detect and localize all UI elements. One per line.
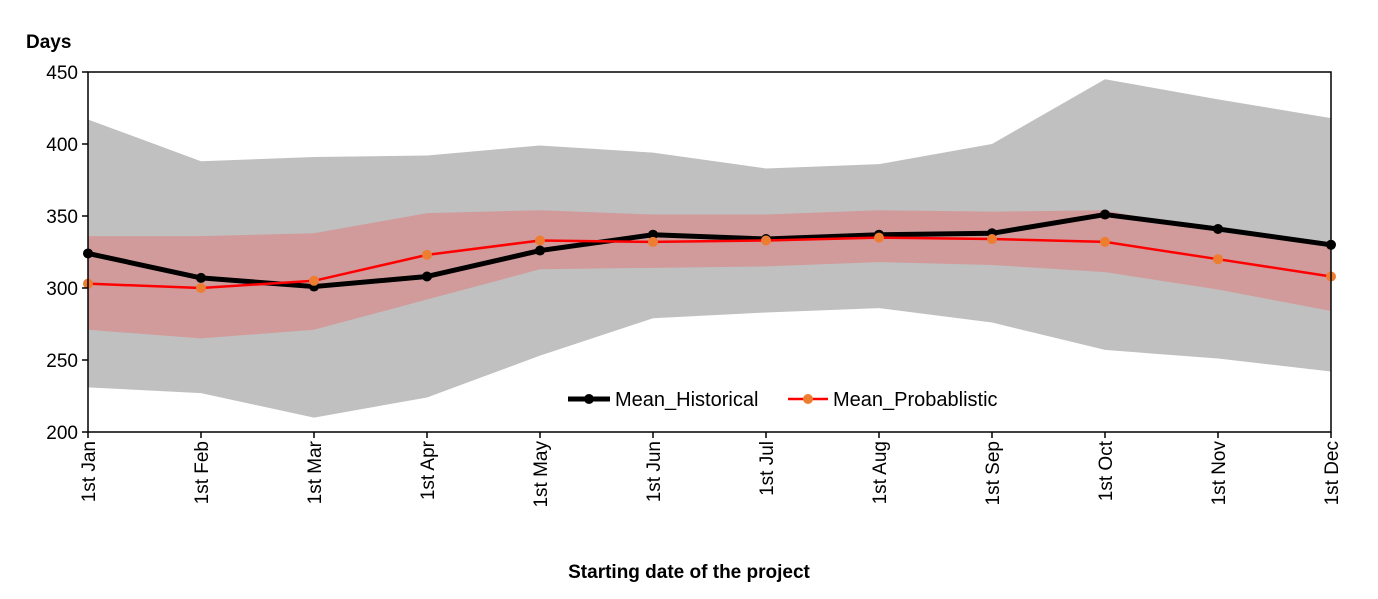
y-axis-title: Days xyxy=(26,32,71,53)
x-axis: 1st Jan 1st Feb 1st Mar 1st Apr 1st May 1st J… xyxy=(79,432,1343,508)
series-lines xyxy=(83,209,1336,293)
series-line-mean-historical xyxy=(87,212,1332,290)
point-mean-probablistic-9 xyxy=(1100,236,1110,247)
x-tick-label-4: 1st May xyxy=(531,441,552,508)
x-tick-label-1: 1st Feb xyxy=(192,441,213,504)
plot-frame xyxy=(87,71,1332,433)
y-tick-label-450: 450 xyxy=(46,63,78,84)
x-tick-label-3: 1st Apr xyxy=(418,440,439,500)
point-mean-probablistic-2 xyxy=(309,275,319,286)
legend-marker-probablistic xyxy=(803,394,813,404)
y-tick-label-250: 250 xyxy=(46,351,78,372)
legend-label-historical: Mean_Historical xyxy=(615,389,758,411)
point-mean-probablistic-5 xyxy=(648,236,658,247)
y-tick-label-400: 400 xyxy=(46,135,78,156)
x-tick-label-0: 1st Jan xyxy=(79,441,100,502)
band-1 xyxy=(88,210,1331,339)
point-mean-probablistic-7 xyxy=(874,232,884,243)
point-mean-probablistic-3 xyxy=(422,249,432,260)
x-axis-title: Starting date of the project xyxy=(568,562,810,583)
y-tick-label-300: 300 xyxy=(46,279,78,300)
point-mean-probablistic-8 xyxy=(987,234,997,245)
y-tick-label-200: 200 xyxy=(46,423,78,444)
point-mean-historical-9 xyxy=(1100,209,1110,220)
x-tick-label-9: 1st Oct xyxy=(1096,440,1117,501)
point-mean-probablistic-6 xyxy=(761,235,771,246)
point-mean-probablistic-4 xyxy=(535,235,545,246)
point-mean-probablistic-1 xyxy=(196,283,206,293)
x-tick-label-10: 1st Nov xyxy=(1209,441,1230,506)
legend-label-probablistic: Mean_Probablistic xyxy=(833,389,998,411)
point-mean-historical-10 xyxy=(1213,223,1223,234)
x-tick-label-6: 1st Jul xyxy=(757,441,778,496)
point-mean-probablistic-10 xyxy=(1213,254,1223,265)
point-mean-historical-5 xyxy=(648,229,658,240)
x-tick-label-11: 1st Dec xyxy=(1322,441,1343,505)
point-mean-historical-3 xyxy=(422,271,432,282)
x-tick-label-2: 1st Mar xyxy=(305,440,326,504)
x-tick-label-7: 1st Aug xyxy=(870,441,891,504)
y-axis: 200 250 300 350 400 450 xyxy=(46,63,88,444)
legend: Mean_Historical Mean_Probablistic xyxy=(568,389,998,411)
series-line-mean-probablistic xyxy=(87,236,1332,290)
x-tick-label-5: 1st Jun xyxy=(644,441,665,502)
y-tick-label-350: 350 xyxy=(46,207,78,228)
confidence-bands xyxy=(88,79,1331,418)
point-mean-historical-4 xyxy=(535,245,545,256)
point-mean-historical-1 xyxy=(196,272,206,283)
x-tick-label-8: 1st Sep xyxy=(983,441,1004,505)
legend-marker-historical xyxy=(584,394,594,404)
